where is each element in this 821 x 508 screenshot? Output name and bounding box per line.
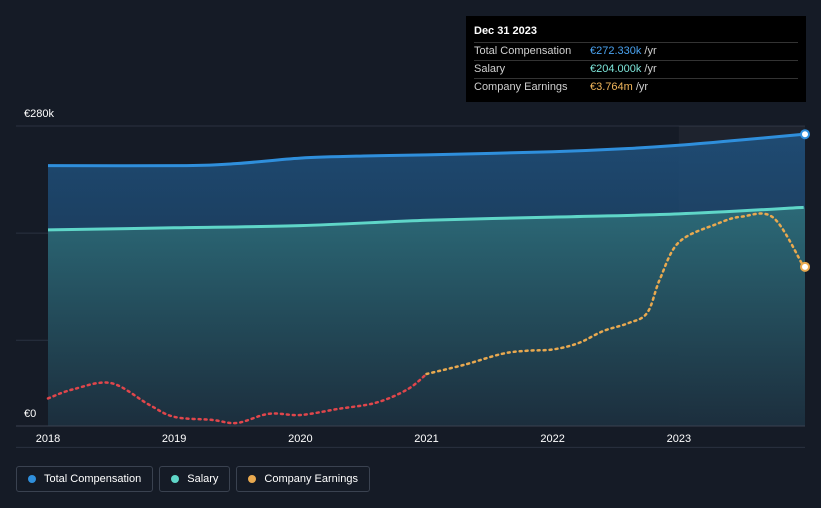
- tooltip-label: Company Earnings: [474, 81, 568, 93]
- tooltip-unit: /yr: [644, 45, 657, 57]
- total-compensation-end-marker: [800, 129, 810, 140]
- tooltip-row-salary: Salary €204.000k /yr: [474, 61, 798, 79]
- legend-dot-icon: [28, 475, 36, 483]
- company-earnings-segment: [46, 372, 428, 425]
- y-tick-label-max: €280k: [24, 108, 54, 120]
- legend-item-salary[interactable]: Salary: [159, 466, 231, 492]
- tooltip-value: €204.000k: [590, 63, 642, 75]
- x-tick-label: 2022: [540, 433, 565, 445]
- legend-item-total-compensation[interactable]: Total Compensation: [16, 466, 154, 492]
- legend-label: Total Compensation: [44, 473, 142, 485]
- tooltip-value: €272.330k: [590, 45, 642, 57]
- total-compensation-line: [47, 132, 804, 168]
- tooltip-unit: /yr: [635, 81, 649, 93]
- company-earnings-segment: [425, 212, 805, 376]
- tooltip-label: Salary: [474, 63, 506, 75]
- x-tick-label: 2018: [35, 433, 61, 445]
- salary-line: [47, 205, 804, 232]
- legend: Total Compensation Salary Company Earnin…: [16, 466, 370, 492]
- tooltip-row-total-compensation: Total Compensation €272.330k /yr: [474, 43, 798, 61]
- legend-item-company-earnings[interactable]: Company Earnings: [236, 466, 370, 492]
- tooltip-date: Dec 31 2023: [474, 24, 798, 43]
- tooltip-unit: /yr: [644, 63, 657, 75]
- legend-dot-icon: [171, 475, 180, 483]
- company-earnings-end-marker: [800, 261, 810, 272]
- y-tick-label-zero: €0: [24, 408, 37, 420]
- salary-area: [48, 207, 805, 426]
- tooltip: Dec 31 2023 Total Compensation €272.330k…: [466, 16, 806, 102]
- x-tick-label: 2021: [414, 433, 439, 445]
- x-tick-label: 2019: [161, 433, 187, 445]
- legend-label: Company Earnings: [264, 473, 358, 485]
- tooltip-value: €3.764m: [590, 81, 633, 93]
- x-tick-label: 2023: [666, 433, 692, 445]
- legend-dot-icon: [248, 475, 257, 483]
- tooltip-row-company-earnings: Company Earnings €3.764m /yr: [474, 79, 798, 96]
- tooltip-label: Total Compensation: [474, 45, 572, 57]
- legend-label: Salary: [187, 473, 219, 485]
- company-earnings-line: [46, 212, 805, 425]
- x-tick-label: 2020: [288, 433, 313, 445]
